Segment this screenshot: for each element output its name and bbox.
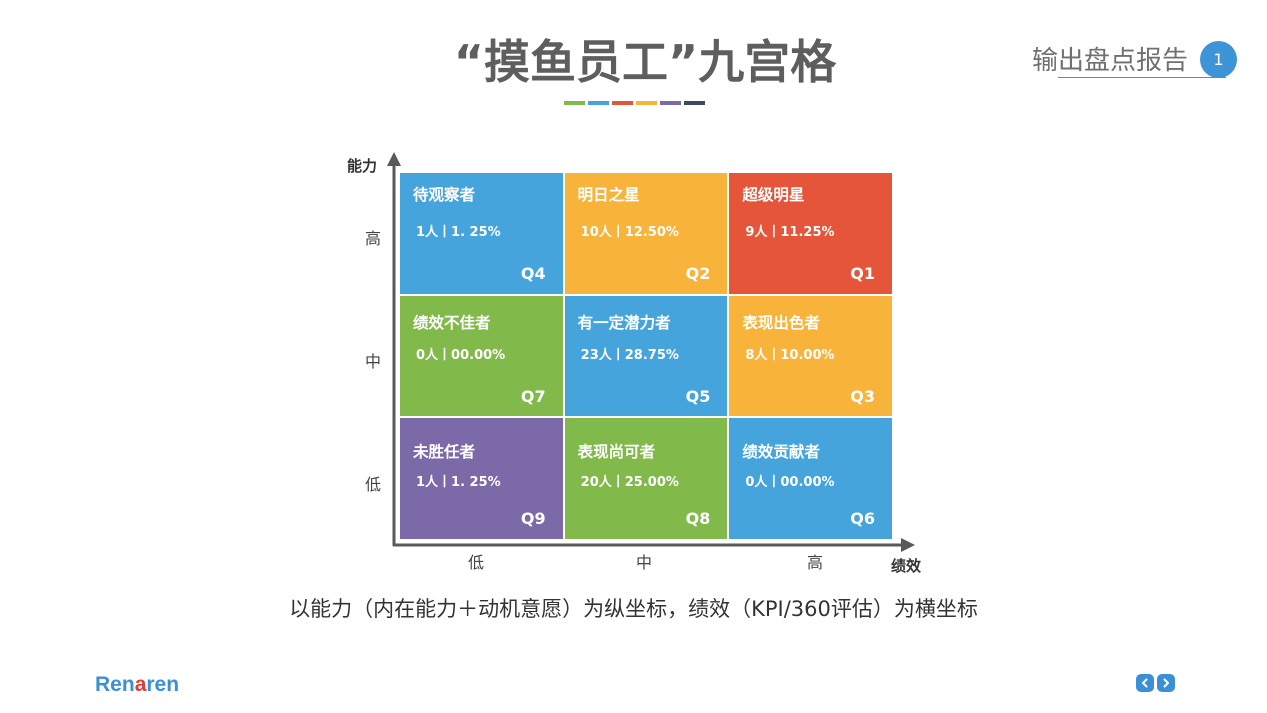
cell-stat: 10人丨12.50% [580, 225, 679, 240]
accent-segment-navy [684, 101, 705, 105]
accent-segment-yellow [636, 101, 657, 105]
chevron-left-icon [1142, 678, 1148, 688]
cell-quadrant-label: Q7 [520, 386, 546, 406]
title-accent-bar [564, 101, 705, 105]
x-tick-high: 高 [807, 553, 824, 572]
y-axis-label: 能力 [347, 157, 378, 175]
grid-cell-q2: 明日之星 10人丨12.50% Q2 [564, 173, 728, 294]
accent-segment-red [612, 101, 633, 105]
cell-title: 未胜任者 [413, 443, 476, 462]
cell-title: 绩效贡献者 [742, 443, 820, 462]
axis-caption: 以能力（内在能力＋动机意愿）为纵坐标，绩效（KPI/360评估）为横坐标 [289, 597, 978, 621]
cell-quadrant-label: Q5 [685, 386, 711, 406]
cell-title: 待观察者 [413, 186, 476, 204]
slide-navigation [1136, 674, 1175, 692]
cell-title: 有一定潜力者 [577, 313, 671, 332]
grid-cell-q4: 待观察者 1人丨1. 25% Q4 [400, 173, 563, 294]
cell-title: 表现尚可者 [577, 443, 656, 462]
cell-quadrant-label: Q3 [850, 386, 875, 406]
previous-slide-button[interactable] [1136, 674, 1154, 692]
grid-cell-q9: 未胜任者 1人丨1. 25% Q9 [400, 418, 563, 539]
cell-stat: 20人丨25.00% [580, 475, 679, 491]
cell-stat: 9人丨11.25% [745, 225, 835, 240]
logo-text-start: Ren [95, 673, 135, 696]
cell-stat: 0人丨00.00% [416, 347, 506, 363]
cell-quadrant-label: Q9 [520, 509, 546, 529]
y-tick-mid: 中 [365, 352, 382, 371]
cell-title: 绩效不佳者 [413, 313, 491, 332]
cell-stat: 0人丨00.00% [745, 475, 835, 491]
section-label: 输出盘点报告 [1032, 46, 1189, 76]
x-tick-low: 低 [468, 553, 485, 572]
page-number-badge: 1 [1200, 41, 1237, 78]
logo-text-end: ren [146, 673, 180, 696]
cell-stat: 23人丨28.75% [580, 347, 679, 363]
accent-segment-green [564, 101, 585, 105]
cell-title: 明日之星 [577, 186, 640, 204]
cell-title: 表现出色者 [742, 313, 820, 332]
grid-cell-q3: 表现出色者 8人丨10.00% Q3 [729, 295, 892, 417]
chevron-right-icon [1163, 678, 1169, 688]
grid-cell-q5: 有一定潜力者 23人丨28.75% Q5 [564, 295, 728, 417]
section-underline [1058, 77, 1226, 78]
cell-quadrant-label: Q1 [850, 264, 875, 283]
slide-title: “摸鱼员工”九宫格 [453, 35, 837, 89]
cell-title: 超级明星 [742, 186, 805, 204]
next-slide-button[interactable] [1157, 674, 1175, 692]
cell-quadrant-label: Q4 [520, 264, 546, 283]
y-tick-high: 高 [365, 229, 382, 248]
x-axis-label: 绩效 [891, 557, 922, 575]
cell-stat: 1人丨1. 25% [416, 475, 501, 491]
cell-quadrant-label: Q2 [685, 264, 711, 283]
grid-cell-q7: 绩效不佳者 0人丨00.00% Q7 [400, 295, 563, 417]
cell-quadrant-label: Q8 [685, 509, 711, 529]
grid-cell-q1: 超级明星 9人丨11.25% Q1 [729, 173, 892, 294]
y-axis-arrowhead [387, 152, 401, 166]
nine-box-grid: 待观察者 1人丨1. 25% Q4 明日之星 10人丨12.50% Q2 超级明… [400, 173, 892, 539]
accent-segment-blue [588, 101, 609, 105]
cell-stat: 1人丨1. 25% [416, 225, 501, 240]
logo-text-highlight: a [134, 673, 147, 696]
grid-cell-q6: 绩效贡献者 0人丨00.00% Q6 [729, 418, 892, 539]
x-axis-arrowhead [901, 538, 915, 552]
accent-segment-purple [660, 101, 681, 105]
grid-cell-q8: 表现尚可者 20人丨25.00% Q8 [564, 418, 728, 539]
cell-stat: 8人丨10.00% [745, 347, 835, 363]
y-tick-low: 低 [365, 475, 382, 494]
cell-quadrant-label: Q6 [850, 509, 875, 529]
brand-logo: Renaren [95, 672, 179, 698]
x-tick-mid: 中 [636, 553, 653, 572]
